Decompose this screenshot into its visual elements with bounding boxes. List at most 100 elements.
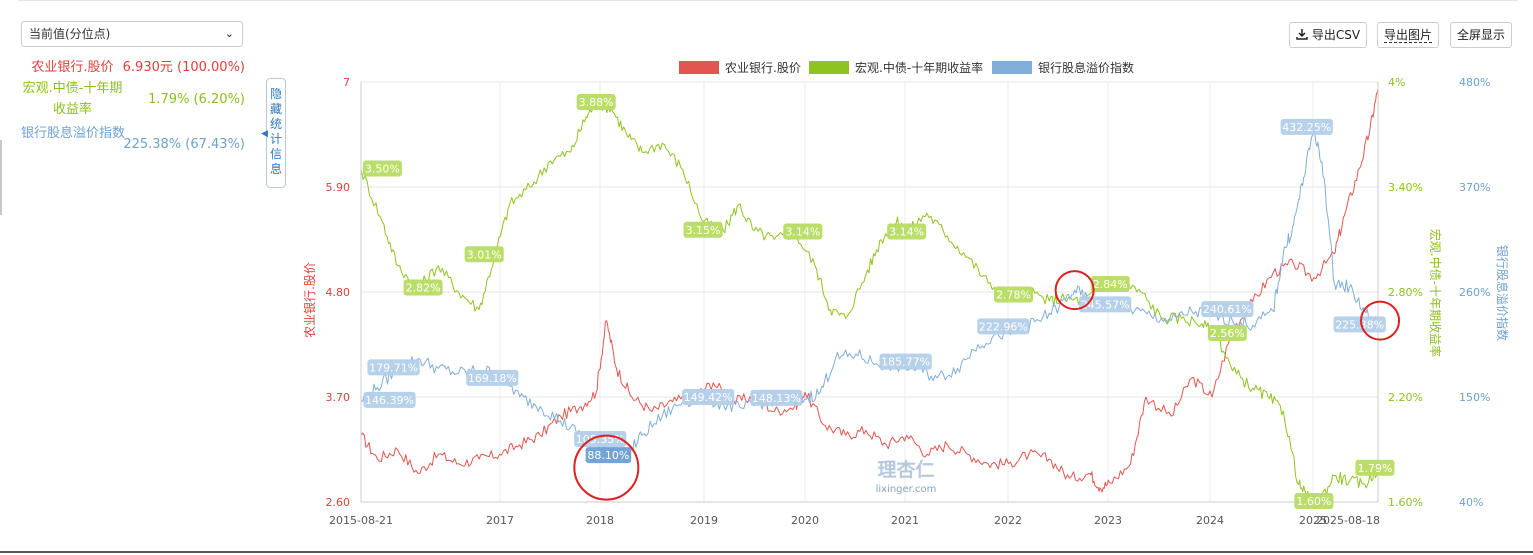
left-tick-label: 4.80 [326,286,351,299]
point-label-bg [750,389,803,406]
right1-axis-title: 宏观.中债-十年期收益率 [1428,229,1443,357]
point-label: 149.42% [684,391,733,404]
series-lines [360,88,1379,507]
legend-label: 农业银行.股价 [725,61,801,75]
point-label-bg [1201,301,1254,318]
point-label: 3.88% [579,96,614,109]
x-tick-label: 2025 [1299,514,1327,527]
point-label: 1.79% [1357,462,1392,475]
right1-tick-label: 1.60% [1388,496,1423,509]
point-labels: 3.50% 2.82% 3.01% 3.88% 3.15% 3.14% 3.14% 2.78%… [362,94,1395,509]
stat-name-price: 农业银行.股价 [31,60,114,75]
grid-lines [361,81,1378,503]
stat-row-yield: 宏观.中债-十年期收益率 1.79% (6.20%) [21,78,245,122]
point-label-bg [466,369,519,386]
x-tick-label: 2015-08-21 [329,514,393,527]
right2-axis-title: 银行股息溢价指数 [1495,245,1510,341]
export-image-button[interactable]: 导出图片 [1377,22,1440,48]
x-tick-label: 2017 [486,514,514,527]
point-label: 2.84% [1093,278,1128,291]
point-label: 146.39% [365,394,414,407]
toggle-stats-label: 隐藏统计信息 [269,87,282,176]
legend-label: 宏观.中债-十年期收益率 [855,60,983,75]
axes: 2.60 1.60% 40% 3.70 2.20% 150% 4.80 2.80% 260% 5.… [303,76,1510,527]
right2-tick-label: 260% [1459,286,1490,299]
point-label-bg [682,388,735,405]
annotation-circles [573,270,1401,501]
x-tick-label: 2019 [690,514,718,527]
point-label-bg [783,223,823,240]
legend-label: 银行股息溢价指数 [1038,60,1134,75]
export-image-label: 导出图片 [1384,28,1433,43]
point-label-bg [1355,459,1395,476]
watermark-en: lixinger.com [876,484,937,495]
stat-row-price: 农业银行.股价 6.930元 (100.00%) [21,57,245,79]
point-label: 432.25% [1282,121,1331,134]
right1-tick-label: 2.20% [1388,391,1423,404]
x-tick-label: 2025-08-18 [1316,514,1380,527]
legend-swatch [992,61,1032,74]
download-icon [1296,29,1308,40]
point-label: 2.82% [406,282,441,295]
point-label-bg [1090,276,1130,292]
point-label-bg [576,94,616,110]
legend: 农业银行.股价 宏观.中债-十年期收益率 银行股息溢价指数 [679,60,1134,75]
x-tick-label: 2022 [994,514,1022,527]
point-label-bg [367,359,420,376]
left-edge-marker [0,140,2,215]
point-label: 222.96% [979,320,1028,333]
bottom-divider [0,551,1533,553]
stat-row-premium: 银行股息溢价指数 225.38% (67.43%) [21,123,245,167]
right1-tick-label: 2.80% [1388,286,1423,299]
point-label-bg [1294,493,1334,509]
point-label: 225.38% [1335,318,1384,331]
point-label-bg [1280,118,1333,135]
left-tick-label: 2.60 [326,496,351,509]
toggle-stats-button[interactable]: ◀ 隐藏统计信息 [261,78,286,188]
point-label-bg [887,223,927,240]
point-label: 105.35% [576,433,625,446]
point-label-bg [464,246,504,263]
point-label: 148.13% [752,392,801,405]
caret-left-icon: ◀ [261,129,268,139]
right1-tick-label: 4% [1388,76,1405,89]
stat-name-premium: 银行股息溢价指数 [21,126,126,141]
right2-tick-label: 370% [1459,181,1490,194]
point-label: 179.71% [369,361,418,374]
fullscreen-label: 全屏显示 [1457,28,1506,42]
right2-tick-label: 40% [1459,496,1483,509]
point-label: 3.01% [467,248,502,261]
stat-value-premium: 225.38% (67.43%) [123,137,245,152]
point-label: 3.15% [686,224,721,237]
watermark-cn: 理杏仁 [877,458,934,481]
point-label-bg [994,286,1034,303]
watermark: 理杏仁 lixinger.com [876,458,937,495]
point-label: 2.56% [1210,327,1245,340]
left-axis-title: 农业银行.股价 [303,262,317,338]
x-tick-label: 2024 [1196,514,1224,527]
export-csv-button[interactable]: 导出CSV [1289,22,1368,48]
point-label: 169.18% [468,372,517,385]
point-label-bg [363,391,416,408]
series-line-right2 [360,127,1379,463]
point-label: 3.14% [889,226,924,239]
left-tick-label: 5.90 [326,181,351,194]
top-divider [18,0,1518,1]
point-label-bg [683,221,723,238]
series-line-left [360,88,1379,493]
point-label-bg [1333,316,1386,333]
stat-name-yield: 宏观.中债-十年期收益率 [22,81,123,117]
point-label: 3.14% [785,226,820,239]
left-tick-label: 3.70 [326,391,351,404]
point-label-bg [1079,296,1132,313]
right2-tick-label: 150% [1459,391,1490,404]
mode-select[interactable]: 当前值(分位点) ⌄ [21,21,243,47]
point-label: 245.57% [1081,298,1130,311]
left-tick-label: 7 [343,76,350,89]
annotation-circle [1054,270,1095,311]
point-label-bg [403,279,443,296]
point-label: 2.78% [996,289,1031,302]
point-label-bg [362,160,402,177]
fullscreen-button[interactable]: 全屏显示 [1450,22,1513,48]
